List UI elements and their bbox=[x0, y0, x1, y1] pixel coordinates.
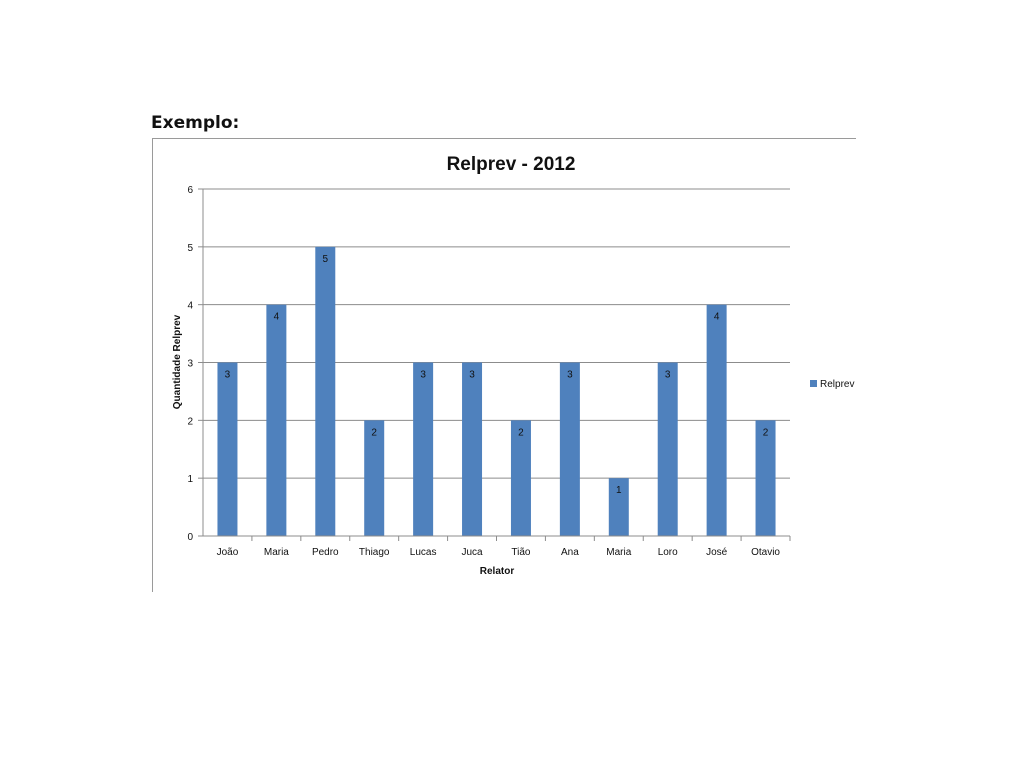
bar bbox=[315, 246, 336, 537]
x-tick-label: Lucas bbox=[410, 547, 437, 558]
x-tick-label: Maria bbox=[264, 547, 289, 558]
x-tick-label: João bbox=[217, 547, 239, 558]
bar bbox=[755, 420, 776, 536]
bar bbox=[413, 362, 434, 536]
page-heading: Exemplo: bbox=[151, 113, 240, 133]
legend-swatch bbox=[810, 380, 817, 387]
bar bbox=[364, 420, 385, 536]
data-label: 3 bbox=[567, 370, 573, 381]
data-label: 3 bbox=[225, 370, 231, 381]
x-tick-label: Otavio bbox=[751, 547, 780, 558]
x-tick-label: Pedro bbox=[312, 547, 339, 558]
bar bbox=[462, 362, 483, 536]
data-label: 2 bbox=[763, 427, 769, 438]
x-tick-label: José bbox=[706, 547, 728, 558]
data-label: 4 bbox=[714, 312, 720, 323]
y-tick-label: 4 bbox=[187, 301, 193, 312]
y-tick-label: 0 bbox=[187, 532, 193, 543]
y-axis-title: Quantidade Relprev bbox=[172, 314, 183, 409]
bar bbox=[217, 362, 238, 536]
data-label: 5 bbox=[323, 254, 329, 265]
data-label: 2 bbox=[518, 427, 524, 438]
bar bbox=[266, 304, 287, 536]
gridlines bbox=[203, 188, 790, 479]
bar bbox=[608, 478, 629, 536]
data-label: 3 bbox=[469, 370, 475, 381]
bar bbox=[706, 304, 727, 536]
data-label: 2 bbox=[371, 427, 377, 438]
x-tick-label: Loro bbox=[658, 547, 678, 558]
chart-title: Relprev - 2012 bbox=[447, 154, 576, 175]
y-tick-label: 3 bbox=[187, 359, 193, 370]
x-tick-label: Maria bbox=[606, 547, 631, 558]
labels: 0 1 2 3 4 5 6 3 João 4 Maria 5 Pedro 2 Thiago 3 Lucas 3 Ju… bbox=[187, 185, 780, 558]
y-tick-label: 2 bbox=[187, 416, 193, 427]
y-tick-label: 1 bbox=[187, 474, 193, 485]
axes bbox=[198, 188, 791, 541]
data-label: 1 bbox=[616, 485, 622, 496]
y-tick-label: 6 bbox=[187, 185, 193, 196]
bar bbox=[559, 362, 580, 536]
x-tick-label: Tião bbox=[511, 547, 531, 558]
data-label: 3 bbox=[420, 370, 426, 381]
y-tick-label: 5 bbox=[187, 243, 193, 254]
x-tick-label: Ana bbox=[561, 547, 579, 558]
x-tick-label: Juca bbox=[461, 547, 483, 558]
x-tick-label: Thiago bbox=[359, 547, 390, 558]
legend-label: Relprev bbox=[820, 379, 854, 390]
chart-frame bbox=[152, 138, 856, 592]
data-label: 3 bbox=[665, 370, 671, 381]
legend: Relprev bbox=[810, 379, 854, 390]
bars bbox=[217, 246, 776, 537]
x-axis-title: Relator bbox=[480, 566, 515, 577]
bar bbox=[510, 420, 531, 536]
data-label: 4 bbox=[274, 312, 280, 323]
bar bbox=[657, 362, 678, 536]
